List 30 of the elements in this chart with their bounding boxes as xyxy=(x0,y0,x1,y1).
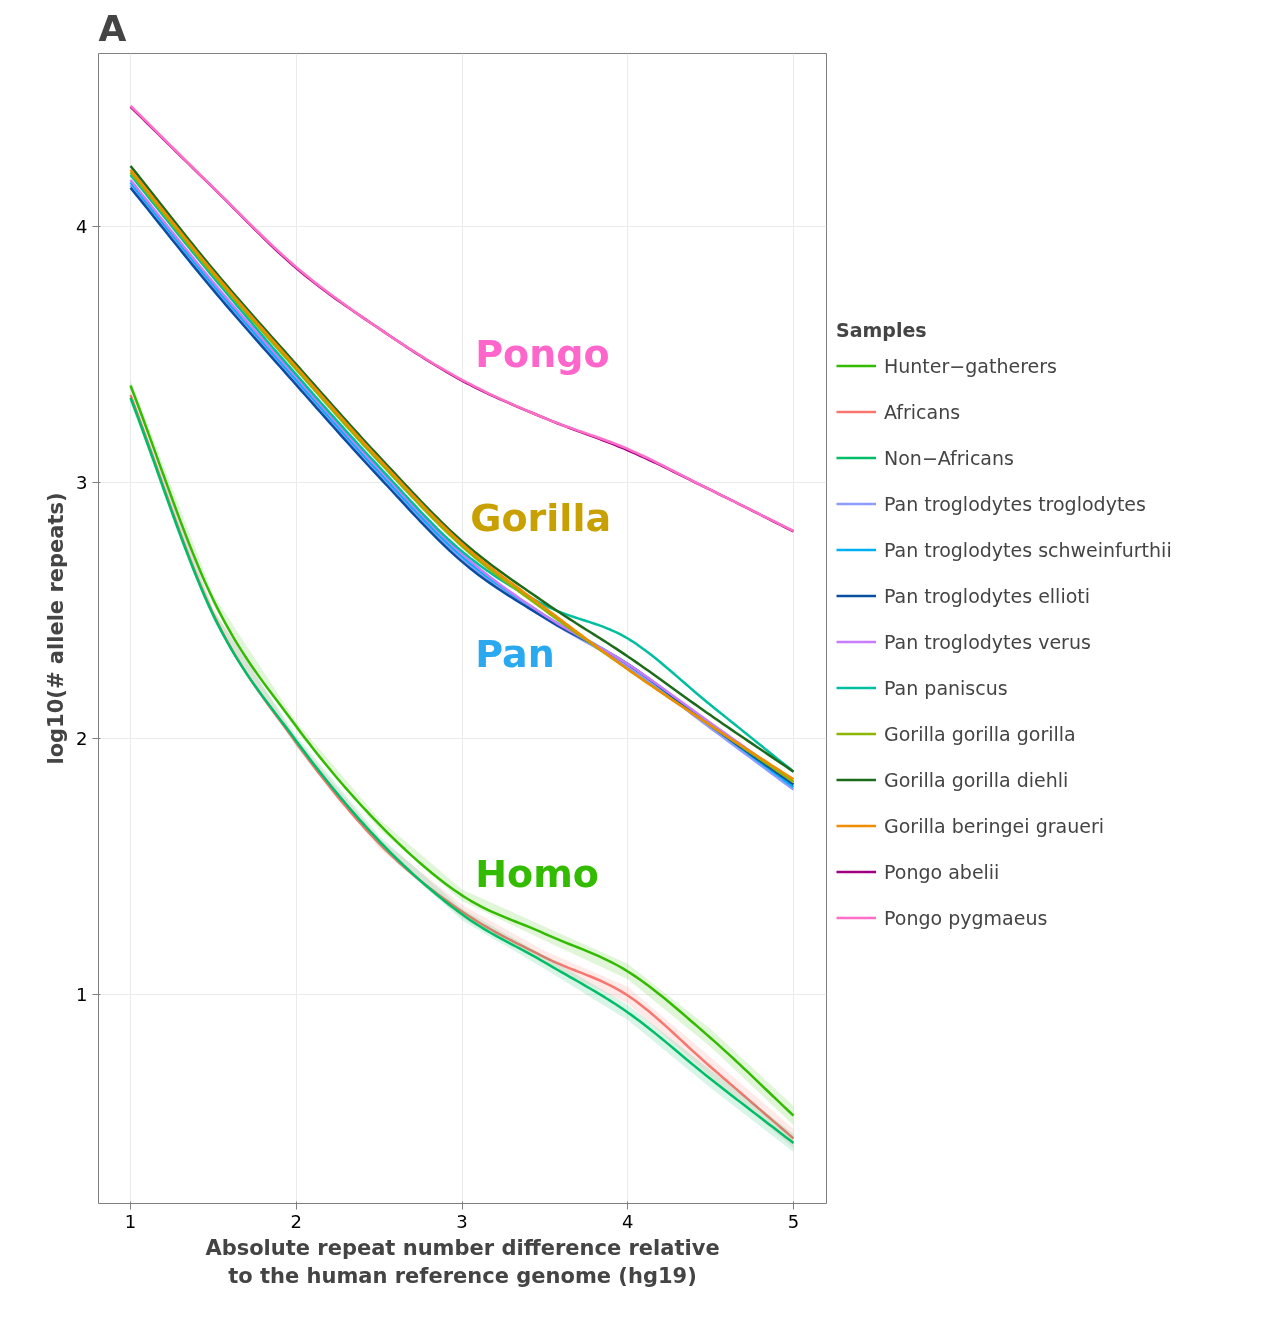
y-tick-label: 1 xyxy=(76,984,88,1005)
legend-title: Samples xyxy=(836,318,928,341)
annotation: Gorilla xyxy=(470,496,612,541)
legend-label: Gorilla gorilla diehli xyxy=(884,768,1069,791)
annotation: Homo xyxy=(475,852,599,897)
y-tick-label: 2 xyxy=(76,727,88,749)
y-tick-label: 3 xyxy=(76,471,88,493)
x-tick-label: 4 xyxy=(622,1210,634,1232)
x-tick-label: 1 xyxy=(124,1210,137,1232)
legend-label: Gorilla beringei graueri xyxy=(884,814,1104,837)
chart-title: A xyxy=(98,7,127,49)
legend-label: Gorilla gorilla gorilla xyxy=(884,722,1076,745)
x-tick-label: 2 xyxy=(290,1210,302,1232)
y-tick-label: 4 xyxy=(76,215,88,237)
legend-label: Pan troglodytes troglodytes xyxy=(884,492,1146,515)
legend-label: Pan troglodytes verus xyxy=(884,630,1091,653)
legend-label: Non−Africans xyxy=(884,446,1014,469)
x-axis-title: Absolute repeat number difference relative to the human reference genome (hg19) xyxy=(205,1235,720,1289)
legend-label: Pan troglodytes schweinfurthii xyxy=(884,538,1172,561)
x-tick-label: 3 xyxy=(456,1210,468,1232)
y-axis-title: log10(# allele repeats) xyxy=(44,492,69,765)
legend-label: Hunter−gatherers xyxy=(884,354,1057,377)
legend-label: Africans xyxy=(884,400,961,423)
legend-label: Pongo pygmaeus xyxy=(884,906,1048,929)
legend-label: Pan paniscus xyxy=(884,676,1008,699)
x-tick-label: 5 xyxy=(787,1210,800,1232)
legend-label: Pan troglodytes ellioti xyxy=(884,584,1091,607)
annotation: Pan xyxy=(475,631,555,676)
annotation: Pongo xyxy=(475,332,610,377)
legend-label: Pongo abelii xyxy=(884,860,1000,883)
